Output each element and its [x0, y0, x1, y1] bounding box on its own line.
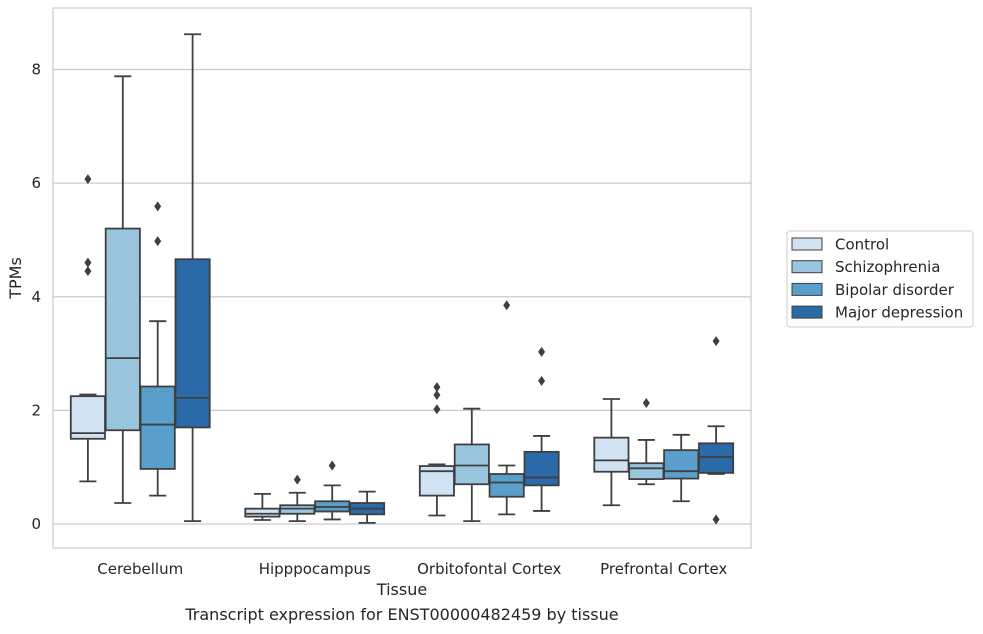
- outlier-point: [433, 390, 441, 401]
- outlier-point: [293, 474, 301, 485]
- outlier-point: [538, 346, 546, 357]
- box-body: [453, 443, 490, 486]
- outlier-point: [712, 336, 720, 347]
- legend-label: Major depression: [835, 304, 963, 322]
- plot-frame: [52, 7, 752, 549]
- x-tick-label: Prefrontal Cortex: [600, 560, 727, 578]
- outlier-point: [328, 460, 336, 471]
- outlier-point: [433, 404, 441, 415]
- box-major-depression: [523, 346, 560, 512]
- box-body: [139, 385, 176, 470]
- box-body: [593, 436, 630, 473]
- box-body: [663, 449, 700, 480]
- outlier-point: [503, 300, 511, 311]
- box-bipolar-disorder: [139, 201, 176, 497]
- box-body: [104, 227, 141, 432]
- box-bipolar-disorder: [663, 433, 700, 503]
- figure-caption: Transcript expression for ENST0000048245…: [185, 605, 619, 624]
- outlier-point: [538, 375, 546, 386]
- box-major-depression: [698, 336, 735, 525]
- legend-item: Control: [791, 236, 889, 254]
- box-control: [69, 174, 106, 483]
- box-bipolar-disorder: [488, 300, 525, 516]
- x-tick-label: Orbitofontal Cortex: [417, 560, 561, 578]
- y-tick-label: 0: [31, 515, 41, 533]
- box-schizophrenia: [628, 397, 665, 486]
- box-bipolar-disorder: [314, 460, 351, 521]
- box-body: [488, 473, 525, 498]
- box-body: [523, 450, 560, 487]
- outlier-point: [712, 514, 720, 525]
- box-body: [628, 462, 665, 481]
- legend-swatch: [791, 237, 823, 251]
- legend: Control Schizophrenia Bipolar disorder Majo…: [786, 230, 974, 328]
- x-tick-label: Hipppocampus: [259, 560, 371, 578]
- x-axis-label: Tissue: [376, 580, 427, 599]
- outlier-point: [84, 174, 92, 185]
- box-schizophrenia: [453, 407, 490, 523]
- outlier-point: [84, 266, 92, 277]
- legend-label: Bipolar disorder: [835, 281, 955, 299]
- box-body: [69, 395, 106, 440]
- legend-label: Schizophrenia: [835, 258, 940, 276]
- outlier-point: [154, 201, 162, 212]
- outlier-point: [154, 236, 162, 247]
- legend-item: Schizophrenia: [791, 258, 940, 276]
- outlier-point: [84, 257, 92, 268]
- legend-item: Major depression: [791, 304, 963, 322]
- box-control: [593, 398, 630, 507]
- outlier-point: [433, 382, 441, 393]
- y-tick-label: 8: [31, 61, 41, 79]
- legend-swatch: [791, 260, 823, 274]
- legend-label: Control: [835, 236, 889, 254]
- legend-item: Bipolar disorder: [791, 281, 955, 299]
- y-tick-label: 6: [31, 174, 41, 192]
- y-axis-label: TPMs: [6, 257, 25, 300]
- box-schizophrenia: [104, 75, 141, 504]
- box-major-depression: [174, 33, 211, 523]
- box-body: [244, 507, 281, 518]
- x-tick-label: Cerebellum: [97, 560, 183, 578]
- box-major-depression: [349, 490, 386, 524]
- y-tick-label: 2: [31, 401, 41, 419]
- legend-swatch: [791, 282, 823, 296]
- box-body: [698, 442, 735, 474]
- y-tick-label: 4: [31, 288, 41, 306]
- box-body: [174, 258, 211, 429]
- legend-swatch: [791, 305, 823, 319]
- outlier-point: [642, 397, 650, 408]
- legend-frame: [786, 230, 974, 328]
